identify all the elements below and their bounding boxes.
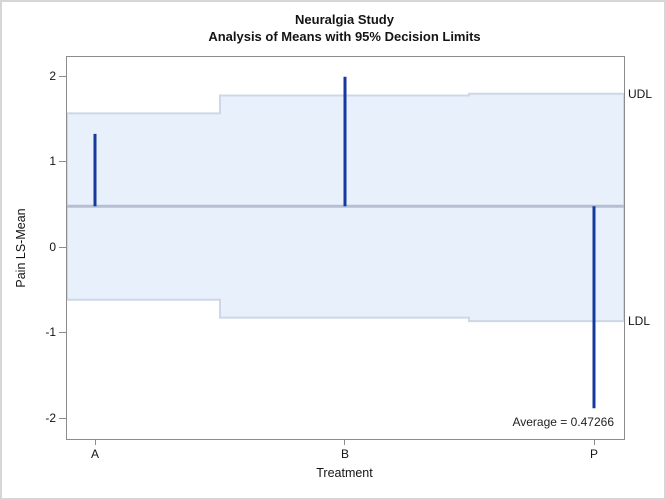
average-annotation: Average = 0.47266 xyxy=(512,415,614,429)
x-tick-label-B: B xyxy=(340,447,349,461)
plot-area xyxy=(66,56,625,440)
x-tick-label-P: P xyxy=(590,447,599,461)
y-tick-mark xyxy=(59,75,66,77)
x-tick-mark xyxy=(94,439,96,445)
x-axis-label: Treatment xyxy=(316,466,373,480)
y-tick-mark xyxy=(59,161,66,163)
x-tick-label-A: A xyxy=(91,447,100,461)
chart-subtitle: Analysis of Means with 95% Decision Limi… xyxy=(208,29,481,44)
y-tick-mark xyxy=(59,246,66,248)
udl-label: UDL xyxy=(628,86,653,101)
x-tick-mark xyxy=(344,439,346,445)
chart-title: Neuralgia Study xyxy=(295,12,394,27)
plot-canvas xyxy=(67,76,624,409)
y-tick-mark xyxy=(59,332,66,334)
y-tick-label: 1 xyxy=(49,154,56,169)
x-tick-mark xyxy=(593,439,595,445)
y-tick-label: -1 xyxy=(45,325,56,340)
y-tick-label: -2 xyxy=(45,410,56,425)
y-tick-label: 2 xyxy=(49,68,56,83)
ldl-label: LDL xyxy=(628,314,651,329)
y-tick-mark xyxy=(59,417,66,419)
y-tick-label: 0 xyxy=(49,239,56,254)
